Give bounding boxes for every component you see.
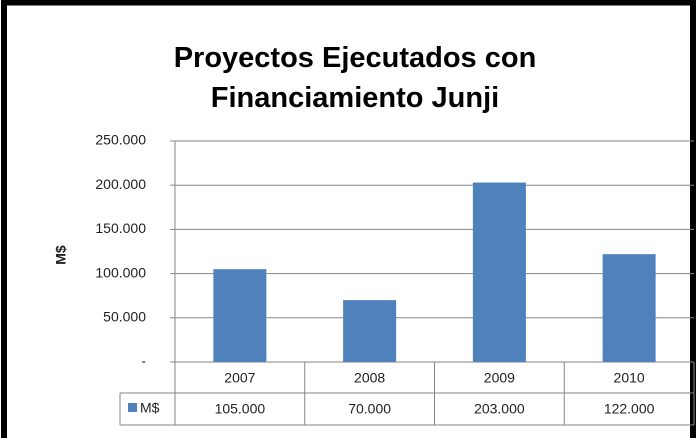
x-tick-label: 2009 <box>484 370 515 386</box>
y-tick-label: 250.000 <box>95 132 146 148</box>
table-value: 70.000 <box>348 401 391 417</box>
bar <box>213 269 267 362</box>
y-tick-label: - <box>141 353 146 369</box>
bar <box>602 254 656 362</box>
legend-swatch <box>128 403 137 412</box>
table-value: 105.000 <box>215 401 266 417</box>
y-tick-label: 50.000 <box>103 309 146 325</box>
x-tick-label: 2007 <box>224 370 255 386</box>
chart-title: Proyectos Ejecutados con Financiamiento … <box>173 42 537 114</box>
table-value: 203.000 <box>474 401 525 417</box>
y-tick-label: 200.000 <box>95 176 146 192</box>
y-tick-label: 100.000 <box>95 264 146 280</box>
bar <box>343 300 397 362</box>
y-tick-label: 150.000 <box>95 220 146 236</box>
x-tick-label: 2010 <box>614 370 645 386</box>
y-axis-label: M$ <box>53 245 69 265</box>
x-tick-label: 2008 <box>354 370 385 386</box>
legend-label: M$ <box>140 400 160 416</box>
bar <box>472 182 526 362</box>
table-value: 122.000 <box>604 401 655 417</box>
